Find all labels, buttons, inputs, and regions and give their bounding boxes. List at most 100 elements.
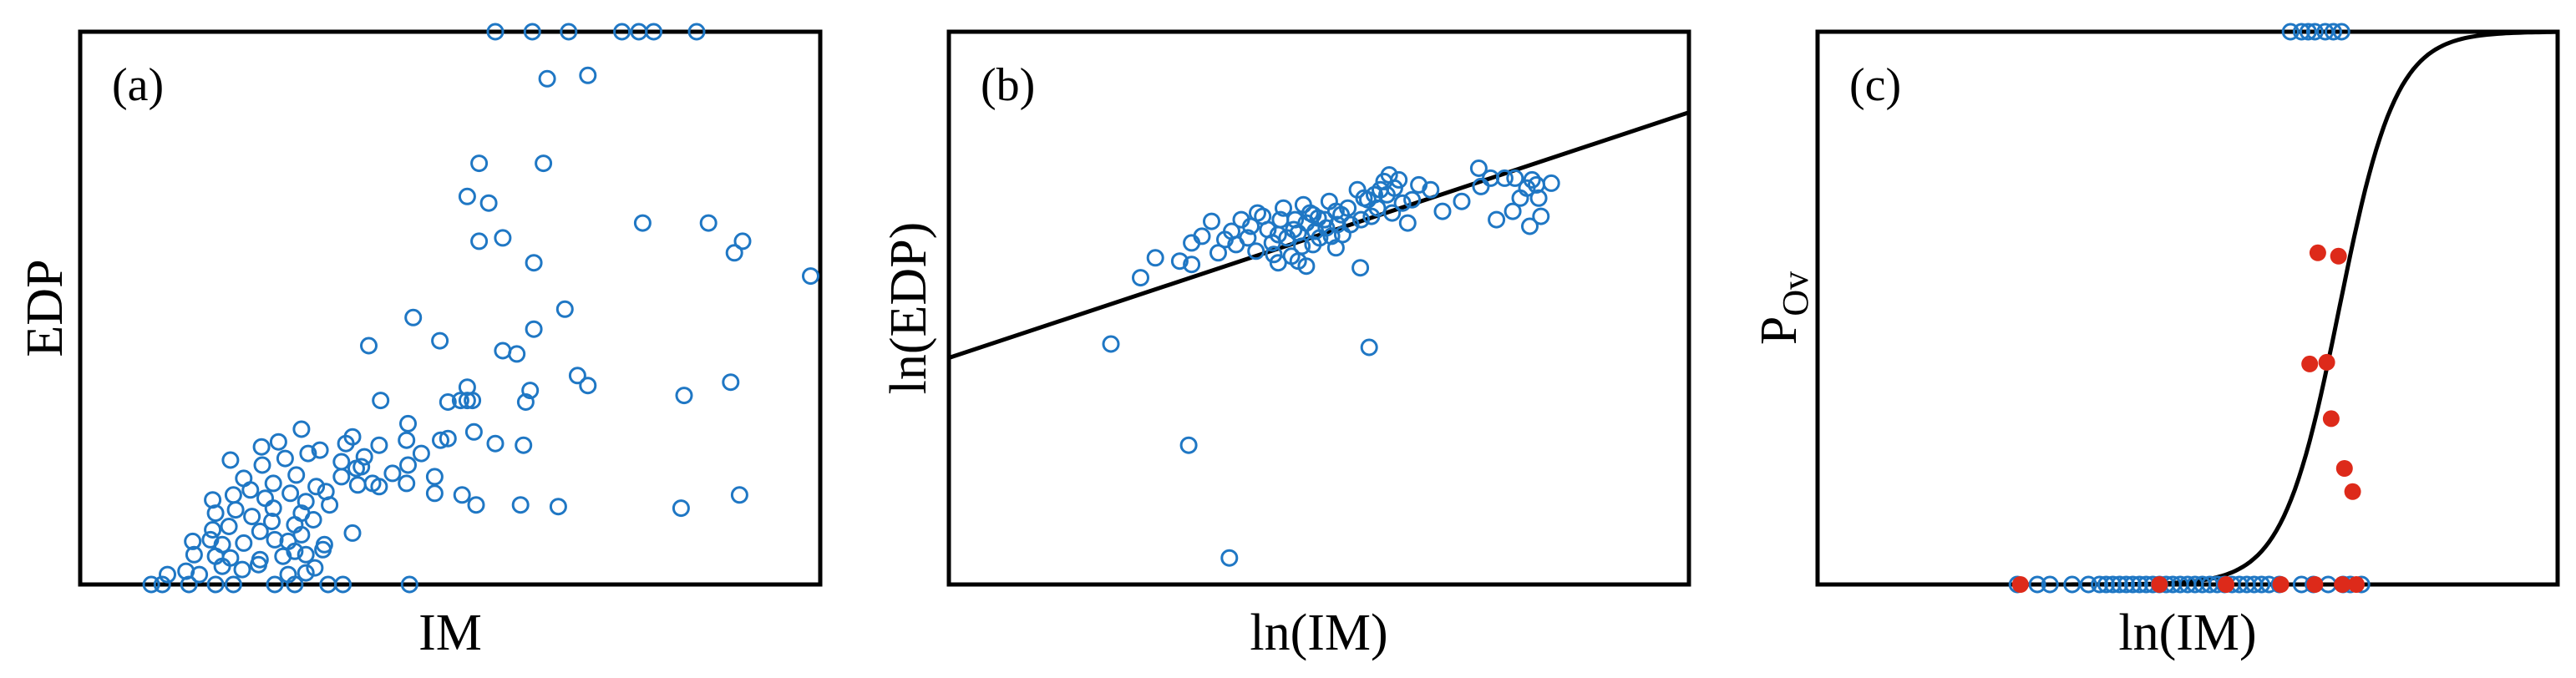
data-point — [1102, 335, 1120, 353]
data-point — [263, 513, 281, 530]
highlight-point — [2309, 244, 2326, 261]
data-point — [439, 429, 457, 448]
panel-b: (b) ln(IM) ln(EDP) — [880, 29, 1691, 661]
data-point — [1170, 252, 1189, 271]
data-point — [1383, 204, 1402, 222]
data-point — [672, 499, 690, 518]
data-point — [1220, 549, 1239, 567]
data-point — [470, 232, 489, 250]
data-point — [279, 565, 297, 584]
data-point — [2079, 575, 2097, 594]
data-point — [1422, 180, 1440, 199]
data-point — [266, 530, 284, 549]
data-point — [297, 493, 315, 511]
data-point — [523, 23, 541, 41]
data-point — [508, 345, 526, 363]
data-point — [233, 560, 251, 579]
data-point — [1132, 269, 1149, 287]
data-point — [1433, 202, 1452, 220]
data-point — [220, 518, 238, 535]
y-axis-label-c-subscript: Ov — [1775, 271, 1816, 316]
data-point — [730, 486, 748, 504]
data-point — [213, 535, 231, 554]
data-point — [525, 254, 543, 272]
data-point — [2111, 575, 2128, 594]
data-point — [399, 456, 417, 474]
data-point — [1393, 194, 1412, 212]
data-point — [1521, 217, 1539, 235]
fragility-curve-c — [1818, 29, 2558, 587]
data-point — [568, 367, 586, 385]
data-point — [315, 535, 333, 554]
data-point — [348, 476, 367, 494]
data-point — [142, 575, 160, 594]
data-point — [307, 478, 326, 496]
data-point — [439, 393, 457, 411]
data-point — [297, 564, 315, 582]
data-point — [1542, 174, 1560, 192]
data-point — [1341, 215, 1360, 234]
scatter-points-c — [2008, 23, 2371, 594]
data-point — [281, 484, 300, 503]
data-point — [555, 300, 574, 318]
data-point — [511, 496, 530, 514]
data-point — [2305, 23, 2324, 41]
data-point — [1247, 242, 1265, 261]
data-point — [2281, 23, 2300, 41]
highlight-point — [2344, 483, 2361, 500]
data-point — [1351, 259, 1370, 277]
data-point — [355, 448, 373, 466]
panel-label-b: (b) — [981, 59, 1035, 111]
data-point — [1203, 212, 1220, 230]
data-point — [1239, 229, 1257, 247]
data-point — [400, 575, 418, 594]
data-point — [802, 267, 819, 286]
x-axis-label-a: IM — [418, 605, 482, 661]
panel-c: (c) ln(IM) POv — [1751, 23, 2560, 661]
data-point — [292, 420, 311, 438]
data-point — [343, 524, 362, 542]
data-point — [266, 575, 284, 594]
data-point — [1523, 170, 1541, 189]
data-point — [332, 468, 351, 486]
data-point — [458, 392, 476, 410]
data-point — [1532, 207, 1550, 225]
data-point — [425, 468, 444, 486]
data-point — [370, 478, 388, 496]
data-point — [1453, 192, 1471, 210]
data-point — [1265, 245, 1283, 264]
data-point — [2292, 23, 2310, 41]
data-point — [516, 393, 535, 411]
x-axis-label-b: ln(IM) — [1250, 605, 1387, 661]
data-point — [251, 522, 269, 540]
data-point — [1495, 169, 1514, 187]
data-point — [252, 438, 271, 456]
highlight-point — [2348, 576, 2365, 593]
data-point — [1304, 235, 1322, 254]
data-point — [2104, 575, 2122, 594]
y-axis-label-a: EDP — [17, 259, 74, 357]
data-point — [372, 392, 390, 410]
data-point — [253, 456, 271, 474]
data-point — [1146, 249, 1164, 267]
data-point — [1506, 169, 1524, 187]
data-point — [383, 464, 402, 483]
data-point — [1488, 210, 1506, 229]
data-point — [287, 466, 306, 484]
data-point — [412, 444, 430, 463]
data-point — [432, 431, 449, 449]
data-point — [2325, 23, 2342, 41]
panel-label-a: (a) — [112, 59, 164, 111]
data-point — [204, 491, 222, 509]
data-point — [467, 496, 485, 514]
data-point — [560, 23, 578, 41]
data-point — [398, 431, 416, 449]
data-point — [579, 66, 597, 84]
panel-a: (a) IM EDP — [17, 23, 823, 661]
data-point — [360, 336, 378, 355]
highlight-point — [2301, 355, 2319, 372]
data-point — [687, 23, 706, 41]
data-point — [297, 545, 315, 564]
data-point — [1529, 189, 1548, 207]
